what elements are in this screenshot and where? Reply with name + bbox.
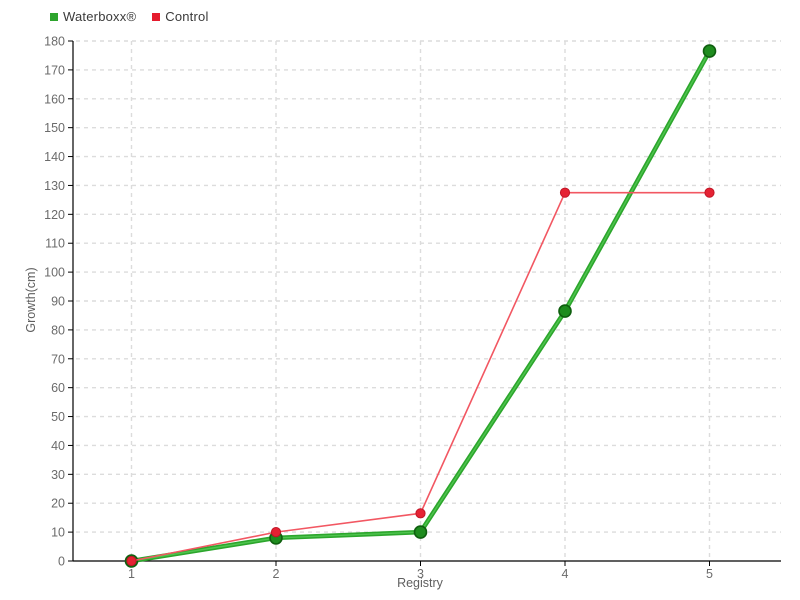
y-tick-label: 110 bbox=[45, 237, 65, 251]
y-tick-label: 40 bbox=[51, 439, 65, 453]
x-tick-label: 3 bbox=[417, 567, 424, 581]
legend-label-control: Control bbox=[165, 9, 209, 24]
legend-item-control[interactable]: Control bbox=[152, 9, 208, 24]
x-tick-label: 5 bbox=[706, 567, 713, 581]
data-point-control[interactable] bbox=[704, 187, 715, 198]
legend-item-waterboxx[interactable]: Waterboxx® bbox=[50, 9, 136, 24]
data-point-waterboxx[interactable] bbox=[558, 304, 572, 318]
x-tick-label: 1 bbox=[128, 567, 135, 581]
y-tick-label: 0 bbox=[58, 555, 65, 569]
data-point-control[interactable] bbox=[559, 187, 571, 198]
y-tick-label: 130 bbox=[44, 179, 65, 193]
y-tick-label: 140 bbox=[44, 150, 65, 164]
data-point-control[interactable] bbox=[415, 508, 426, 519]
y-tick-label: 20 bbox=[51, 497, 65, 511]
data-point-control[interactable] bbox=[270, 527, 282, 538]
y-tick-label: 180 bbox=[44, 35, 65, 49]
x-axis-title: Registry bbox=[397, 576, 443, 590]
x-tick-label: 2 bbox=[273, 567, 280, 581]
data-point-waterboxx[interactable] bbox=[413, 525, 428, 539]
y-tick-label: 160 bbox=[44, 92, 65, 106]
y-axis-title: Growth(cm) bbox=[24, 267, 38, 333]
y-tick-label: 10 bbox=[51, 526, 65, 540]
y-tick-label: 120 bbox=[44, 208, 65, 222]
y-tick-label: 30 bbox=[51, 468, 65, 482]
y-tick-label: 150 bbox=[44, 121, 65, 135]
y-tick-label: 170 bbox=[44, 63, 65, 77]
data-point-waterboxx[interactable] bbox=[702, 44, 717, 58]
x-tick-label: 4 bbox=[562, 567, 569, 581]
y-tick-label: 80 bbox=[51, 323, 65, 337]
data-point-control[interactable] bbox=[126, 555, 137, 567]
y-tick-label: 90 bbox=[51, 295, 65, 309]
y-tick-label: 50 bbox=[51, 410, 65, 424]
legend-swatch-control bbox=[152, 12, 161, 21]
legend-label-waterboxx: Waterboxx® bbox=[63, 9, 137, 24]
y-tick-label: 70 bbox=[51, 352, 65, 366]
y-tick-label: 60 bbox=[51, 381, 65, 395]
legend-swatch-waterboxx bbox=[50, 12, 58, 21]
y-tick-label: 100 bbox=[44, 266, 65, 280]
legend: Waterboxx® Control bbox=[50, 9, 209, 24]
